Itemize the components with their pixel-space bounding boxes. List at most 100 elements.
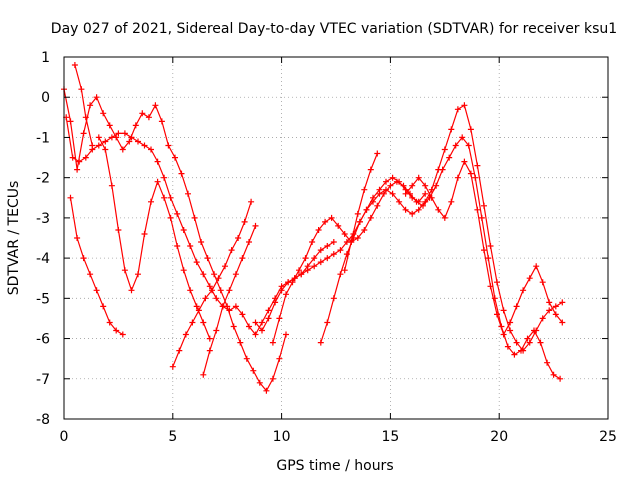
data-point — [235, 235, 242, 241]
data-point — [317, 247, 324, 254]
data-point — [494, 311, 500, 318]
data-point — [383, 178, 389, 185]
data-point — [363, 206, 370, 213]
data-point — [465, 142, 472, 149]
data-point — [461, 158, 468, 165]
data-point — [459, 134, 466, 141]
data-point — [67, 194, 74, 201]
data-point — [226, 287, 233, 294]
data-point — [95, 142, 102, 149]
series-trace — [69, 197, 124, 336]
data-point — [550, 371, 557, 378]
data-point — [206, 347, 213, 354]
data-point — [195, 307, 202, 314]
data-point — [193, 303, 200, 310]
data-point — [187, 287, 194, 294]
data-point — [546, 307, 553, 314]
data-point — [182, 331, 189, 338]
data-point — [552, 303, 559, 310]
series-sat-f — [169, 198, 255, 370]
ticks-layer: 0 5 10 15 20 25 -8 -7 -6 -5 -4 -3 -2 -1 0 1 — [36, 50, 617, 445]
data-point — [222, 263, 228, 270]
data-point — [148, 198, 154, 205]
data-point — [82, 154, 89, 161]
y-tick-label: -6 — [36, 332, 50, 348]
data-point — [263, 387, 270, 394]
data-point — [252, 319, 259, 326]
data-point — [481, 247, 487, 254]
data-point — [80, 255, 87, 262]
data-point — [213, 295, 220, 302]
data-point — [239, 255, 246, 262]
data-point — [121, 267, 128, 274]
data-point — [533, 263, 540, 270]
data-point — [315, 227, 322, 233]
data-point — [106, 122, 113, 129]
data-point — [454, 174, 461, 181]
data-point — [507, 327, 514, 334]
data-point — [80, 130, 87, 137]
data-point — [135, 138, 141, 145]
series-trace — [172, 201, 252, 367]
chart-title: Day 027 of 2021, Sidereal Day-to-day VTE… — [51, 21, 617, 37]
series-trace — [63, 89, 287, 392]
data-point — [361, 186, 368, 193]
data-point — [74, 235, 81, 241]
data-point — [330, 295, 337, 302]
data-point — [504, 343, 511, 350]
data-point — [335, 222, 342, 229]
data-point — [141, 231, 148, 237]
data-point — [511, 351, 518, 358]
data-point — [246, 239, 252, 245]
plot-frame — [63, 56, 609, 420]
data-point — [135, 271, 141, 278]
data-point — [389, 190, 396, 197]
data-point — [276, 355, 283, 362]
data-point — [374, 150, 381, 157]
data-point — [232, 271, 239, 278]
y-tick-label: -2 — [36, 171, 50, 187]
data-point — [265, 307, 272, 314]
data-point — [513, 339, 520, 346]
data-point — [128, 287, 135, 294]
data-point — [446, 154, 453, 161]
data-point — [337, 247, 344, 254]
data-point — [100, 110, 107, 117]
data-point — [115, 130, 122, 137]
data-point — [311, 263, 318, 270]
data-point — [191, 214, 198, 221]
data-point — [387, 182, 394, 189]
data-point — [132, 122, 139, 129]
data-point — [69, 154, 76, 161]
data-point — [272, 299, 279, 306]
y-tick-label: -8 — [36, 412, 50, 428]
data-point — [380, 190, 387, 197]
data-point — [100, 303, 107, 310]
x-tick-label: 5 — [168, 429, 177, 445]
data-point — [474, 206, 481, 213]
data-point — [354, 210, 361, 217]
data-point — [239, 311, 246, 318]
data-point — [402, 206, 409, 213]
series-sat-c — [67, 194, 126, 338]
data-point — [176, 347, 183, 354]
x-tick-label: 15 — [381, 429, 399, 445]
data-point — [367, 166, 374, 173]
data-point — [252, 222, 259, 229]
y-tick-label: -3 — [36, 211, 50, 227]
data-point — [341, 267, 348, 274]
data-point — [330, 251, 337, 258]
y-tick-label: 1 — [41, 50, 50, 66]
data-point — [374, 202, 381, 209]
data-point — [108, 182, 115, 189]
data-point — [185, 190, 191, 197]
data-point — [119, 146, 126, 153]
data-point — [559, 299, 566, 306]
series-sat-k — [341, 150, 381, 274]
data-point — [139, 110, 146, 117]
series-sat-a — [61, 86, 289, 394]
data-point — [204, 255, 211, 262]
data-point — [350, 235, 357, 241]
data-point — [317, 259, 324, 266]
data-point — [544, 359, 551, 366]
